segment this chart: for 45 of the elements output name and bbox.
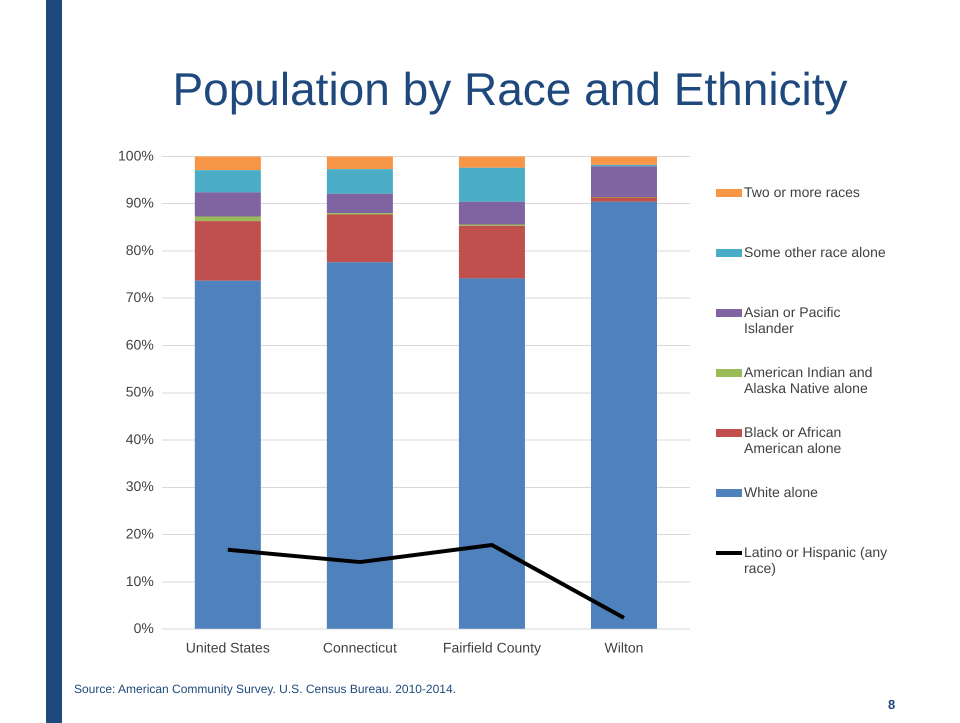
legend-label: Black or African American alone [744, 424, 842, 456]
x-tick-label: Fairfield County [442, 639, 541, 656]
bar [590, 156, 657, 165]
bar [326, 214, 393, 262]
text: 8 [888, 697, 896, 712]
y-tick-label: 60% [126, 336, 154, 352]
y-tick-label: 10% [126, 572, 154, 589]
bar [194, 170, 261, 192]
bar [590, 202, 657, 629]
y-tick-label: 50% [126, 384, 154, 400]
legend-label: Some other race alone [744, 244, 887, 260]
x-tick-label: Connecticut [322, 639, 397, 656]
bar [458, 168, 525, 202]
bar [458, 156, 525, 168]
bar [458, 202, 525, 224]
bar [326, 156, 393, 170]
bar [194, 221, 261, 281]
x-tick-label: Wilton [604, 639, 644, 656]
bar [194, 156, 261, 170]
y-tick-label: 80% [126, 242, 154, 258]
legend-label: American Indian and Alaska Native alone [744, 364, 874, 396]
legend-label: Two or more races [744, 184, 861, 200]
bar [194, 216, 261, 222]
bar [194, 192, 261, 216]
bar [458, 226, 525, 278]
bar [326, 194, 393, 214]
bar [326, 262, 393, 629]
chart-title: Population by Race and Ethnicity [171, 62, 849, 116]
bar [194, 280, 261, 629]
y-tick-label: 40% [126, 430, 154, 447]
bar [590, 166, 657, 198]
bar [326, 169, 393, 194]
legend-label: Asian or Pacific Islander [744, 304, 842, 336]
bar [590, 198, 657, 202]
legend-label: White alone [744, 484, 819, 500]
y-tick-label: 20% [126, 526, 154, 542]
y-tick-label: 100% [118, 147, 154, 164]
y-tick-label: 0% [134, 620, 154, 636]
legend-label: Latino or Hispanic (any race) [744, 544, 888, 576]
source-note: Source: American Community Survey. U.S. Census Bureau. 2010-2014. [74, 682, 456, 696]
y-tick-label: 30% [126, 478, 154, 494]
y-tick-label: 90% [126, 194, 154, 211]
y-tick-label: 70% [126, 289, 154, 306]
bar [458, 278, 525, 629]
x-tick-label: United States [186, 639, 270, 656]
